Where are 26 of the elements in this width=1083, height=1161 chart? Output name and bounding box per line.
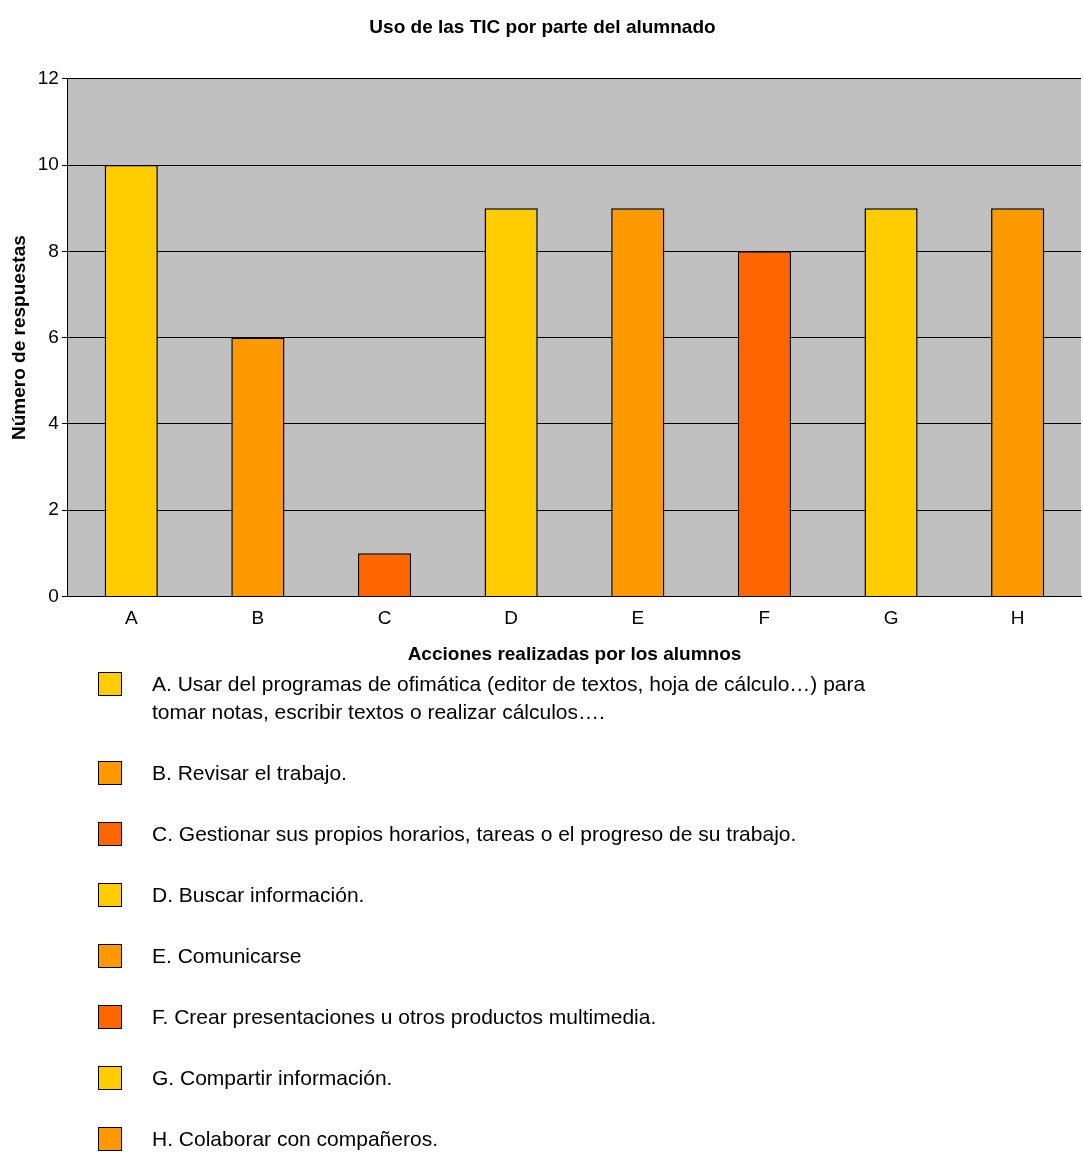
y-tick-label: 6 xyxy=(48,325,59,347)
legend-label: A. Usar del programas de ofimática (editor de textos, hoja de cálculo…) para tomar notas, escribir textos o realizar cálculos…. xyxy=(152,671,867,725)
x-tick-label: G xyxy=(883,607,899,629)
x-tick-label: D xyxy=(504,607,519,629)
y-tick-label: 0 xyxy=(48,584,59,606)
y-tick-label: 8 xyxy=(48,239,59,261)
x-axis-title: Acciones realizadas por los alumnos xyxy=(407,642,742,664)
legend-label: E. Comunicarse xyxy=(152,943,302,969)
y-tick-label: 2 xyxy=(48,498,59,520)
x-tick-label: B xyxy=(251,607,265,629)
legend-label: H. Colaborar con compañeros. xyxy=(152,1126,438,1152)
legend-label: B. Revisar el trabajo. xyxy=(152,760,347,786)
legend-label: F. Crear presentaciones u otros productos multimedia. xyxy=(152,1004,657,1030)
x-tick-label: H xyxy=(1010,607,1025,629)
x-tick-label: C xyxy=(377,607,392,629)
y-tick-label: 10 xyxy=(37,153,59,175)
y-tick-label: 12 xyxy=(37,67,59,89)
x-tick-label: A xyxy=(124,607,138,629)
y-axis-title: Número de respuestas xyxy=(7,235,29,441)
chart-title: Uso de las TIC por parte del alumnado xyxy=(369,15,716,37)
y-tick-label: 4 xyxy=(48,412,60,434)
legend-label: C. Gestionar sus propios horarios, tareas o el progreso de su trabajo. xyxy=(152,821,797,847)
x-tick-label: F xyxy=(758,607,771,629)
x-tick-label: E xyxy=(631,607,645,629)
legend-label: D. Buscar información. xyxy=(152,882,365,908)
legend-label: G. Compartir información. xyxy=(152,1065,393,1091)
